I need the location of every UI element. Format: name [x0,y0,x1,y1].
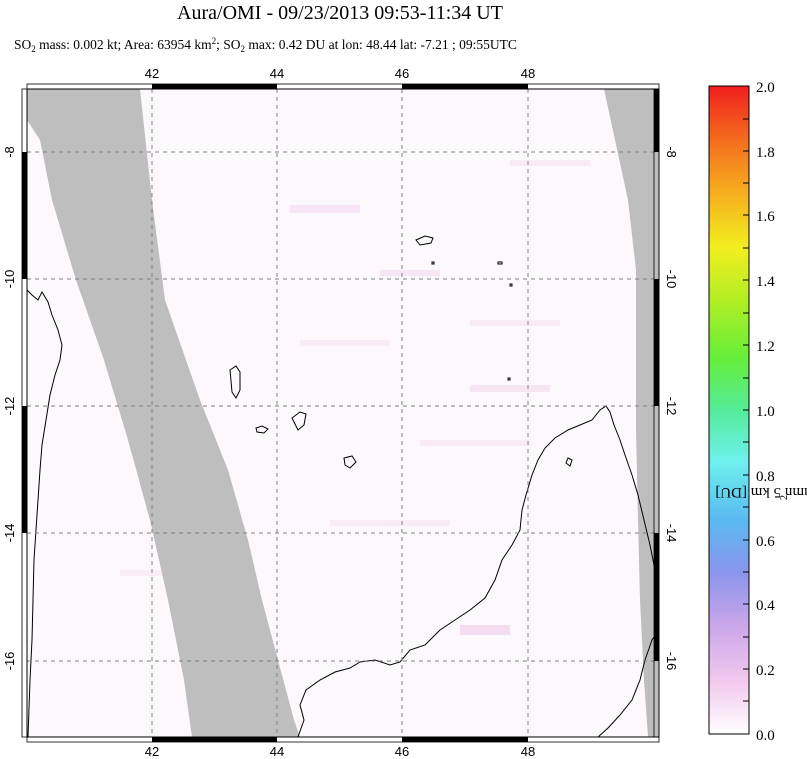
lon-label: 48 [521,66,535,81]
colorbar: 2.0 1.8 1.6 1.4 1.2 1.0 0.8 0.6 0.4 0.2 … [708,80,775,744]
map-title: Aura/OMI - 09/23/2013 09:53-11:34 UT [177,2,503,24]
colorbar-label: 2.0 [756,80,775,96]
madagascar-coast [297,405,659,737]
lat-label: -14 [664,524,679,543]
colorbar-gradient [708,85,750,735]
colorbar-label: 0.0 [756,728,775,744]
colorbar-label: 1.4 [756,274,775,290]
lat-label: -10 [2,270,17,289]
lon-label: 46 [395,66,409,81]
grande-comore [229,365,241,399]
colorbar-label: 1.6 [756,209,775,225]
colorbar-label: 1.8 [756,145,775,161]
no-data-swath-right [604,89,659,737]
mayotte-island [415,235,434,246]
lat-labels-right: -8 -10 -12 -14 -16 [664,146,679,670]
small-island-b [431,261,435,265]
colorbar-label: 0.6 [756,534,775,550]
coastlines [27,235,659,737]
lat-label: -14 [2,524,17,543]
colorbar-label: 0.2 [756,663,775,679]
colorbar-label: 1.0 [756,404,775,420]
lat-label: -16 [2,652,17,671]
map-subtitle: SO2 mass: 0.002 kt; Area: 63954 km2; SO2… [14,36,517,54]
map-frame [21,83,660,743]
lon-labels-bottom: 42 44 46 48 [145,744,535,759]
lat-label: -8 [2,146,17,158]
colorbar-label: 1.2 [756,339,775,355]
lon-label: 48 [521,744,535,759]
lat-label: -12 [664,397,679,416]
small-island-f [565,457,573,467]
lon-labels-top: 42 44 46 48 [145,66,535,81]
colorbar-label: 0.4 [756,598,775,614]
moheli [255,425,269,434]
graticule [27,89,659,737]
lat-label: -16 [664,652,679,671]
lon-label: 44 [270,66,284,81]
small-island-a [343,455,357,469]
lat-label: -8 [664,146,679,158]
small-island-c [497,261,503,265]
lon-label: 44 [270,744,284,759]
colorbar-label: 0.8 [756,469,775,485]
small-island-e [507,377,511,381]
lat-labels-left: -8 -10 -12 -14 -16 [2,146,17,670]
lon-label: 46 [395,744,409,759]
small-island-d [509,283,513,287]
lat-label: -10 [664,270,679,289]
lat-label: -12 [2,397,17,416]
african-coast [27,289,63,737]
lon-label: 42 [145,66,159,81]
anjouan [291,411,307,431]
madagascar-coast-se [597,629,659,737]
map-area [27,89,659,737]
lon-label: 42 [145,744,159,759]
no-data-swath-left [27,89,300,737]
colorbar-ticks [743,85,749,702]
colorbar-labels: 2.0 1.8 1.6 1.4 1.2 1.0 0.8 0.6 0.4 0.2 … [756,80,775,744]
